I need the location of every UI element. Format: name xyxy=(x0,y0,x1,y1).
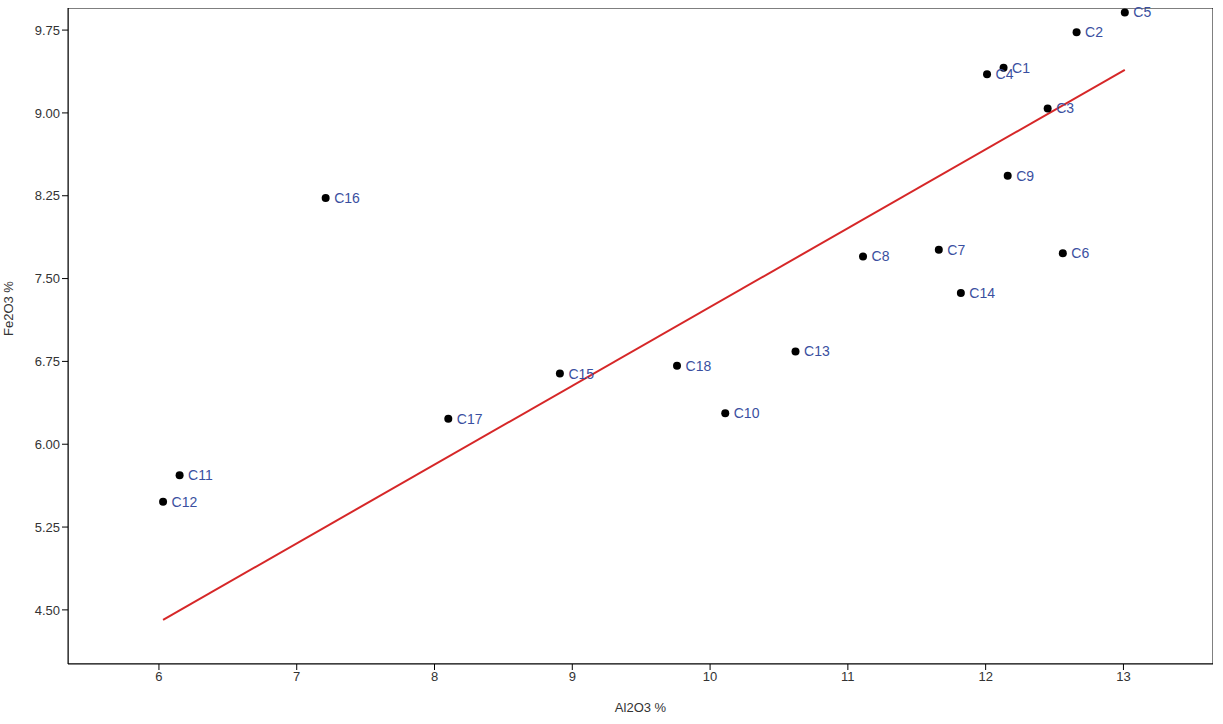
svg-text:8.25: 8.25 xyxy=(35,188,60,203)
svg-text:C1: C1 xyxy=(1012,60,1030,76)
svg-text:C3: C3 xyxy=(1056,100,1074,116)
svg-text:8: 8 xyxy=(431,669,438,684)
svg-text:12: 12 xyxy=(978,669,992,684)
svg-text:C14: C14 xyxy=(969,285,995,301)
svg-text:10: 10 xyxy=(703,669,717,684)
svg-text:9.00: 9.00 xyxy=(35,106,60,121)
svg-text:C18: C18 xyxy=(686,358,712,374)
svg-text:7.50: 7.50 xyxy=(35,271,60,286)
svg-text:9: 9 xyxy=(569,669,576,684)
svg-text:5.25: 5.25 xyxy=(35,520,60,535)
svg-text:11: 11 xyxy=(841,669,855,684)
svg-text:Fe2O3 %: Fe2O3 % xyxy=(8,281,16,336)
svg-text:C12: C12 xyxy=(172,494,198,510)
svg-text:C10: C10 xyxy=(734,405,760,421)
svg-text:6.75: 6.75 xyxy=(35,354,60,369)
svg-text:C5: C5 xyxy=(1133,4,1151,20)
svg-text:13: 13 xyxy=(1116,669,1130,684)
svg-text:C2: C2 xyxy=(1085,24,1103,40)
svg-text:Al2O3 %: Al2O3 % xyxy=(615,700,667,715)
svg-text:6: 6 xyxy=(155,669,162,684)
svg-text:C4: C4 xyxy=(996,66,1014,82)
svg-text:C6: C6 xyxy=(1071,245,1089,261)
svg-text:9.75: 9.75 xyxy=(35,23,60,38)
svg-text:7: 7 xyxy=(293,669,300,684)
svg-text:C11: C11 xyxy=(188,467,213,483)
svg-text:C9: C9 xyxy=(1016,168,1034,184)
svg-text:6.00: 6.00 xyxy=(35,437,60,452)
svg-text:C15: C15 xyxy=(568,366,594,382)
svg-text:4.50: 4.50 xyxy=(35,603,60,618)
svg-text:C17: C17 xyxy=(457,411,483,427)
svg-text:C7: C7 xyxy=(947,242,965,258)
svg-text:C13: C13 xyxy=(804,343,830,359)
svg-text:C8: C8 xyxy=(872,248,890,264)
svg-text:C16: C16 xyxy=(334,190,360,206)
